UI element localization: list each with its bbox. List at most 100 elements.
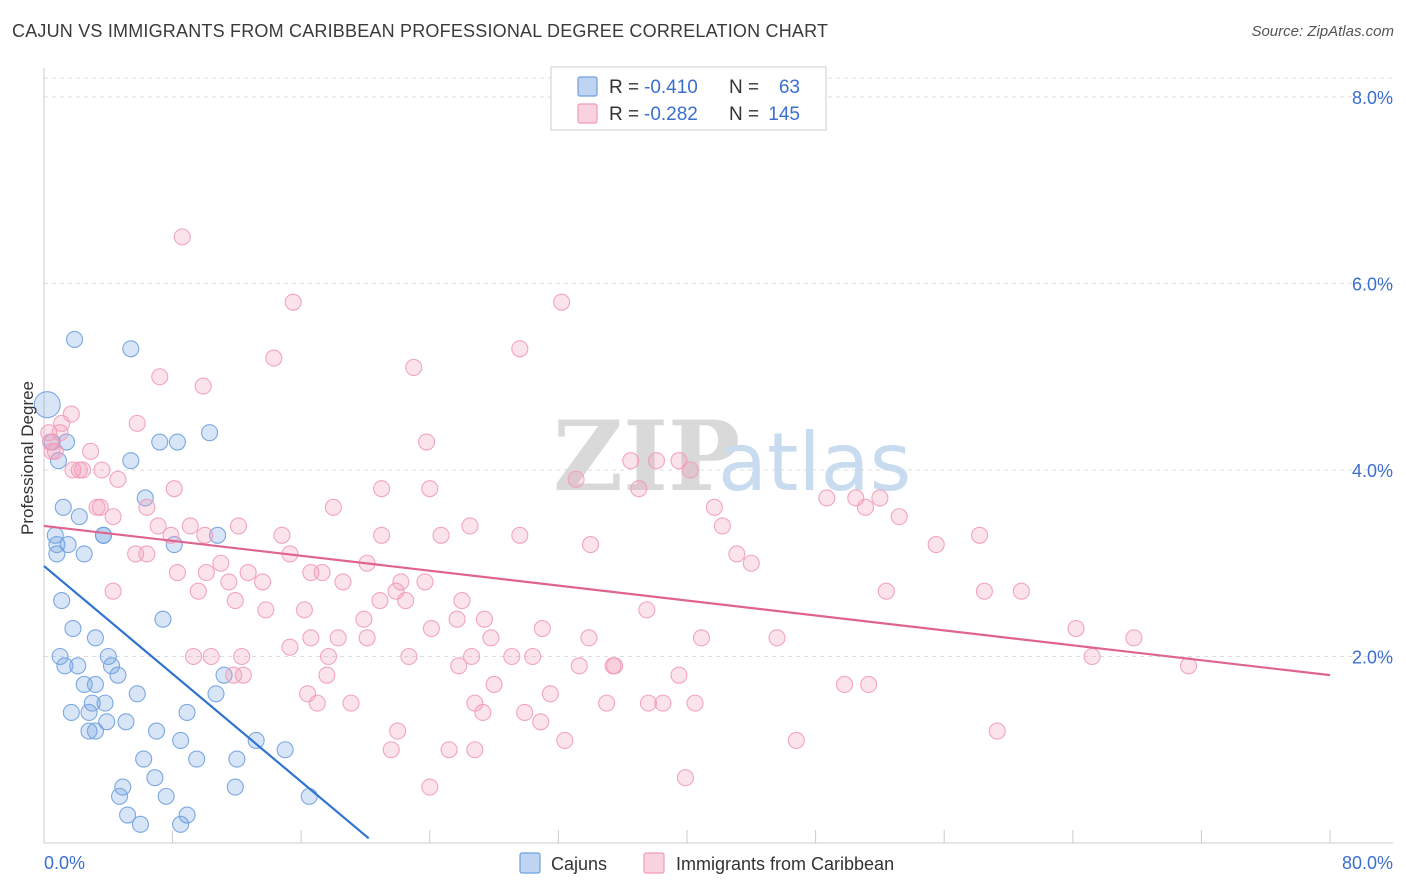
legend-r-label-cajuns: R = (609, 77, 639, 98)
caribbean-point (768, 629, 786, 647)
series-legend: Cajuns Immigrants from Caribbean (519, 852, 894, 874)
watermark-atlas-text: atlas (718, 416, 911, 509)
source-credit: Source: ZipAtlas.com (1251, 23, 1394, 40)
caribbean-point (373, 526, 391, 544)
caribbean-point (151, 368, 169, 386)
caribbean-point (295, 601, 313, 619)
cajuns-point (99, 647, 117, 666)
legend-n-value-cajuns: 63 (779, 77, 800, 98)
caribbean-point (450, 657, 468, 675)
caribbean-point (281, 638, 299, 656)
caribbean-point (284, 293, 302, 311)
cajuns-point (117, 713, 135, 731)
caribbean-point (860, 675, 878, 694)
caribbean-point (318, 666, 336, 684)
bottom-legend-swatch-cajuns (519, 852, 541, 874)
y-tick-label: 2.0% (1352, 648, 1393, 668)
caribbean-point (877, 582, 895, 600)
cajuns-point (96, 694, 114, 712)
watermark-zip-text: ZIP (553, 400, 740, 513)
cajuns-point (48, 545, 66, 563)
caribbean-point (302, 629, 320, 647)
caribbean-point (787, 731, 805, 749)
chart-title: CAJUN VS IMMIGRANTS FROM CARIBBEAN PROFE… (12, 21, 829, 41)
caribbean-point (856, 498, 874, 516)
caribbean-point (453, 591, 471, 610)
caribbean-point (197, 564, 215, 582)
caribbean-point (630, 480, 648, 498)
caribbean-point (580, 629, 598, 647)
legend-swatch-caribbean (577, 103, 598, 124)
caribbean-point (168, 564, 186, 582)
caribbean-point (606, 657, 624, 675)
cajuns-point (146, 769, 164, 787)
cajuns-point (109, 666, 127, 684)
cajuns-point (178, 806, 196, 824)
cajuns-point (157, 787, 175, 805)
bottom-legend-label-caribbean: Immigrants from Caribbean (676, 854, 894, 874)
caribbean-point (647, 452, 666, 470)
cajuns-point (215, 666, 233, 684)
caribbean-point (670, 452, 688, 470)
caribbean-point (184, 647, 203, 666)
caribbean-point (233, 647, 251, 666)
series-cajuns-points (33, 330, 318, 833)
cajuns-point (69, 657, 87, 675)
cajuns-point (102, 657, 121, 675)
cajuns-point (276, 741, 294, 759)
caribbean-point (308, 694, 326, 712)
caribbean-point (239, 564, 257, 582)
caribbean-point (440, 741, 458, 759)
caribbean-point (818, 489, 836, 507)
cajuns-point (247, 731, 265, 749)
legend-r-value-caribbean: -0.282 (644, 104, 698, 125)
cajuns-point (128, 685, 146, 703)
caribbean-point (173, 228, 191, 246)
caribbean-point (622, 452, 640, 470)
cajuns-point (111, 787, 129, 805)
caribbean-point (432, 526, 450, 544)
cajuns-point (51, 647, 69, 666)
cajuns-point (70, 508, 88, 526)
cajuns-point (172, 815, 190, 833)
caribbean-point (91, 498, 109, 516)
caribbean-point (598, 694, 616, 712)
cajuns-point (59, 536, 77, 554)
caribbean-point (138, 545, 156, 563)
caribbean-point (257, 601, 275, 619)
caribbean-point (742, 554, 760, 572)
cajuns-point (62, 703, 80, 722)
cajuns-point (80, 703, 98, 722)
points-layer (33, 228, 1198, 833)
legend-r-label-caribbean: R = (609, 104, 639, 125)
trend-layer (43, 524, 1331, 840)
caribbean-point (927, 536, 945, 554)
cajuns-point (172, 731, 190, 749)
caribbean-point (229, 517, 248, 535)
caribbean-point (400, 647, 418, 666)
caribbean-point (482, 629, 500, 647)
caribbean-point (421, 778, 439, 796)
cajuns-point (98, 713, 116, 731)
caribbean-point (422, 619, 440, 638)
caribbean-point (448, 610, 466, 628)
cajuns-point (53, 591, 71, 610)
caribbean-point (334, 573, 352, 591)
y-tick-label: 8.0% (1352, 88, 1393, 108)
caribbean-point (138, 498, 156, 516)
cajuns-point (94, 526, 113, 544)
caribbean-point (581, 536, 600, 554)
caribbean-point (329, 629, 347, 647)
cajuns-point (154, 610, 172, 628)
x-tick-label-max: 80.0% (1342, 853, 1393, 873)
caribbean-point (196, 526, 214, 544)
caribbean-point (676, 769, 694, 787)
caribbean-point (511, 526, 529, 544)
y-tick-label: 4.0% (1352, 461, 1393, 481)
caribbean-point (324, 498, 342, 516)
caribbean-point (686, 694, 704, 712)
caribbean-point (713, 517, 731, 535)
caribbean-point (670, 666, 688, 684)
cajuns-point (80, 722, 98, 740)
